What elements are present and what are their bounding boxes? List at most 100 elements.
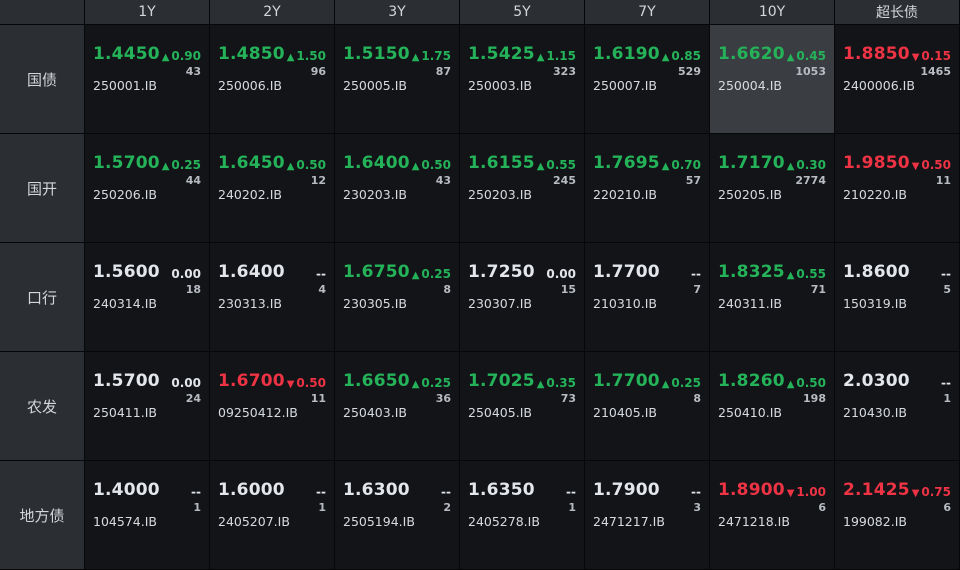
yield-value: 1.5150 [343,44,410,64]
change-value: ▲ 0.50 [412,158,451,172]
triangle-up-icon: ▲ [411,270,420,281]
quote-cell[interactable]: 1.4450 ▲ 0.90 43 250001.IB [85,25,209,133]
quote-cell[interactable]: 2.0300 -- 1 210430.IB [835,352,959,460]
change-value: -- [691,485,701,499]
yield-value: 1.6155 [468,153,535,173]
triangle-up-icon: ▲ [786,270,795,281]
quote-cell[interactable]: 1.5150 ▲ 1.75 87 250005.IB [335,25,459,133]
quote-cell[interactable]: 1.9850 ▼ 0.50 11 210220.IB [835,134,959,242]
quote-cell[interactable]: 1.7700 -- 7 210310.IB [585,243,709,351]
trade-count: 15 [560,283,576,296]
quote-cell[interactable]: 1.7695 ▲ 0.70 57 220210.IB [585,134,709,242]
change-number: -- [691,267,701,281]
change-value: 0.00 [171,376,201,390]
quote-cell[interactable]: 1.8600 -- 5 150319.IB [835,243,959,351]
bond-code: 240202.IB [218,187,282,202]
column-header-4[interactable]: 7Y [585,0,709,24]
trade-count: 1465 [920,65,951,78]
quote-cell[interactable]: 1.6400 -- 4 230313.IB [210,243,334,351]
triangle-up-icon: ▲ [786,379,795,390]
quote-cell[interactable]: 1.8260 ▲ 0.50 198 250410.IB [710,352,834,460]
column-header-5[interactable]: 10Y [710,0,834,24]
bond-code: 2471218.IB [718,514,790,529]
quote-cell[interactable]: 1.5425 ▲ 1.15 323 250003.IB [460,25,584,133]
quote-cell[interactable]: 1.7170 ▲ 0.30 2774 250205.IB [710,134,834,242]
change-value: ▲ 0.25 [412,267,451,281]
triangle-up-icon: ▲ [786,161,795,172]
change-number: -- [691,485,701,499]
bond-code: 2505194.IB [343,514,415,529]
quote-cell[interactable]: 1.5600 0.00 18 240314.IB [85,243,209,351]
yield-value: 2.0300 [843,371,910,391]
column-header-0[interactable]: 1Y [85,0,209,24]
column-header-1[interactable]: 2Y [210,0,334,24]
bond-code: 250004.IB [718,78,782,93]
change-value: -- [566,485,576,499]
quote-cell[interactable]: 1.5700 0.00 24 250411.IB [85,352,209,460]
triangle-up-icon: ▲ [661,161,670,172]
quote-cell[interactable]: 1.6000 -- 1 2405207.IB [210,461,334,569]
bond-code: 2400006.IB [843,78,915,93]
quote-cell[interactable]: 1.6300 -- 2 2505194.IB [335,461,459,569]
quote-cell[interactable]: 1.7700 ▲ 0.25 8 210405.IB [585,352,709,460]
column-header-6[interactable]: 超长债 [835,0,959,24]
triangle-up-icon: ▲ [411,161,420,172]
bond-code: 250403.IB [343,405,407,420]
column-header-3[interactable]: 5Y [460,0,584,24]
bond-code: 250006.IB [218,78,282,93]
trade-count: 1 [568,501,576,514]
column-header-2[interactable]: 3Y [335,0,459,24]
quote-cell[interactable]: 1.6620 ▲ 0.45 1053 250004.IB [710,25,834,133]
row-header-0: 国债 [0,25,84,133]
quote-cell[interactable]: 1.5700 ▲ 0.25 44 250206.IB [85,134,209,242]
bond-code: 210430.IB [843,405,907,420]
change-value: ▲ 0.25 [412,376,451,390]
quote-cell[interactable]: 1.6190 ▲ 0.85 529 250007.IB [585,25,709,133]
triangle-up-icon: ▲ [661,52,670,63]
bond-code: 230305.IB [343,296,407,311]
yield-value: 1.6450 [218,153,285,173]
quote-cell[interactable]: 1.6450 ▲ 0.50 12 240202.IB [210,134,334,242]
yield-value: 1.7170 [718,153,785,173]
quote-cell[interactable]: 1.6400 ▲ 0.50 43 230203.IB [335,134,459,242]
change-number: 1.50 [296,49,326,63]
trade-count: 43 [185,65,201,78]
change-value: ▲ 0.25 [162,158,201,172]
quote-cell[interactable]: 1.4000 -- 1 104574.IB [85,461,209,569]
quote-cell[interactable]: 1.8850 ▼ 0.15 1465 2400006.IB [835,25,959,133]
change-number: 0.25 [421,376,451,390]
triangle-up-icon: ▲ [536,379,545,390]
bond-code: 250005.IB [343,78,407,93]
quote-cell[interactable]: 1.6155 ▲ 0.55 245 250203.IB [460,134,584,242]
change-number: 0.00 [171,376,201,390]
change-number: 0.50 [421,158,451,172]
quote-cell[interactable]: 1.4850 ▲ 1.50 96 250006.IB [210,25,334,133]
quote-cell[interactable]: 1.7025 ▲ 0.35 73 250405.IB [460,352,584,460]
bond-code: 250001.IB [93,78,157,93]
quote-cell[interactable]: 1.6650 ▲ 0.25 36 250403.IB [335,352,459,460]
change-value: ▲ 0.45 [787,49,826,63]
trade-count: 1 [193,501,201,514]
quote-cell[interactable]: 1.6750 ▲ 0.25 8 230305.IB [335,243,459,351]
quote-cell[interactable]: 1.6350 -- 1 2405278.IB [460,461,584,569]
bond-code: 250007.IB [593,78,657,93]
bond-code: 250405.IB [468,405,532,420]
trade-count: 36 [435,392,451,405]
quote-cell[interactable]: 1.7900 -- 3 2471217.IB [585,461,709,569]
change-number: 0.45 [796,49,826,63]
change-value: ▲ 0.50 [787,376,826,390]
yield-value: 1.9850 [843,153,910,173]
quote-cell[interactable]: 1.8900 ▼ 1.00 6 2471218.IB [710,461,834,569]
quote-cell[interactable]: 2.1425 ▼ 0.75 6 199082.IB [835,461,959,569]
quote-cell[interactable]: 1.8325 ▲ 0.55 71 240311.IB [710,243,834,351]
quote-cell[interactable]: 1.6700 ▼ 0.50 11 09250412.IB [210,352,334,460]
triangle-up-icon: ▲ [411,379,420,390]
yield-value: 1.6300 [343,480,410,500]
yield-value: 1.6350 [468,480,535,500]
quote-cell[interactable]: 1.7250 0.00 15 230307.IB [460,243,584,351]
bond-code: 250205.IB [718,187,782,202]
yield-value: 1.6650 [343,371,410,391]
change-value: ▼ 0.15 [912,49,951,63]
change-number: 1.00 [796,485,826,499]
